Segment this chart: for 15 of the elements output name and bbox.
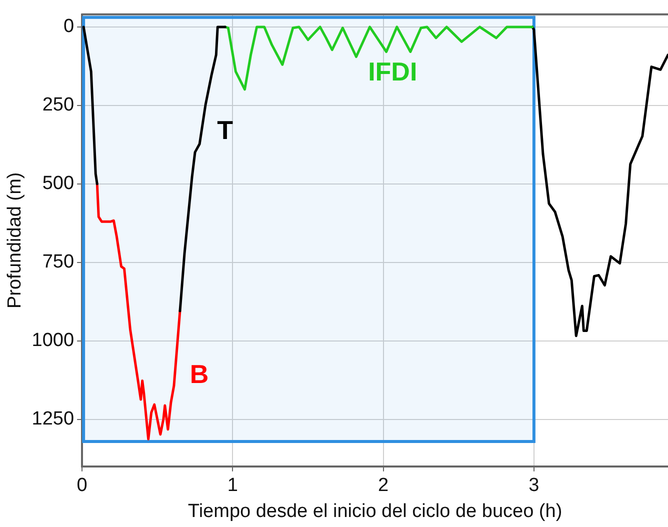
annotation: B bbox=[190, 359, 209, 390]
y-tick-label: 1250 bbox=[32, 408, 74, 430]
y-tick-label: 750 bbox=[42, 252, 74, 273]
x-axis-title: Tiempo desde el inicio del ciclo de buceo (h) bbox=[188, 500, 562, 522]
annotation: IFDI bbox=[368, 56, 418, 86]
y-tick-label: 250 bbox=[42, 94, 74, 116]
y-tick-label: 1000 bbox=[32, 330, 74, 352]
x-tick-label: 1 bbox=[227, 475, 238, 496]
x-tick-label: 3 bbox=[528, 475, 540, 496]
y-tick-label: 500 bbox=[42, 173, 74, 194]
y-tick-label: 0 bbox=[63, 16, 74, 38]
y-axis-title: Profundidad (m) bbox=[4, 172, 26, 309]
annotation: T bbox=[217, 115, 234, 146]
x-tick-label: 2 bbox=[378, 475, 389, 496]
x-tick-label: 0 bbox=[76, 475, 88, 496]
